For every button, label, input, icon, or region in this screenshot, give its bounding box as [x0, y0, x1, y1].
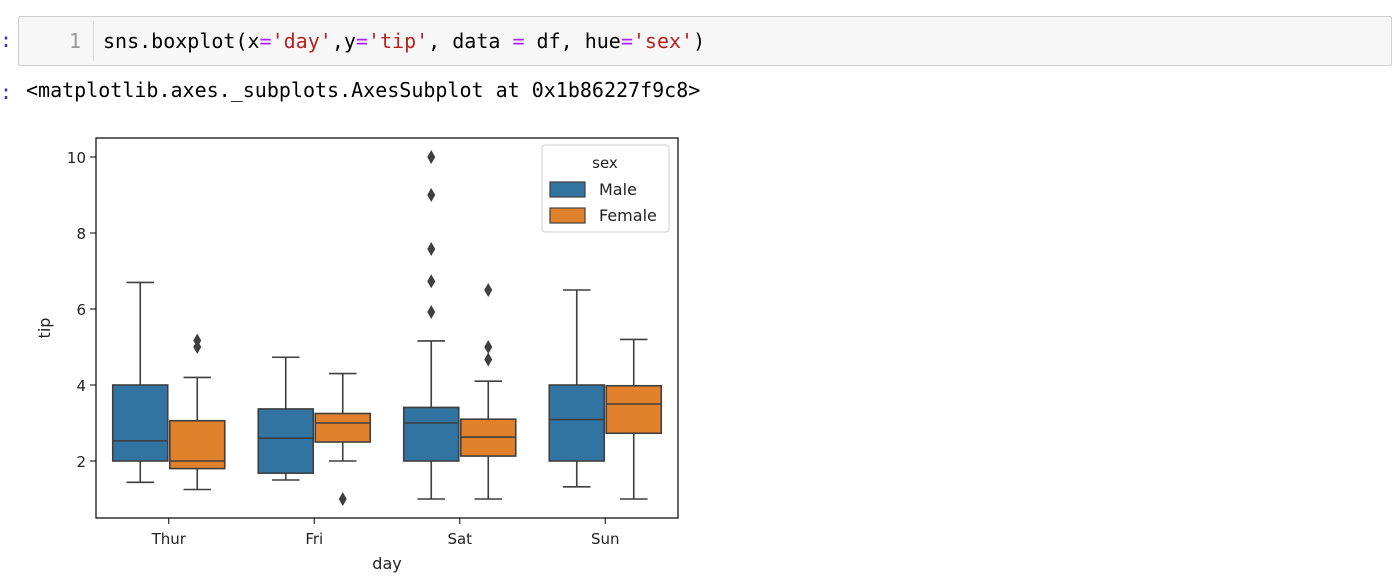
y-tick-label: 6 [76, 301, 86, 319]
code-token: = [355, 29, 368, 53]
outlier-point [193, 333, 202, 348]
box-female [605, 384, 663, 435]
code-token: 'day' [271, 29, 332, 53]
legend-label-female: Female [599, 206, 657, 225]
x-tick-label: Thur [151, 530, 187, 548]
x-tick-label: Sat [447, 530, 472, 548]
outlier-point [484, 340, 493, 354]
legend-swatch-female [549, 207, 586, 224]
legend-title: sex [592, 154, 618, 172]
box-male [548, 384, 606, 462]
outlier-point [427, 305, 436, 320]
outlier-point [484, 352, 493, 367]
x-tick-label: Fri [305, 530, 323, 548]
output-text: <matplotlib.axes._subplots.AxesSubplot a… [26, 78, 701, 102]
code-token: df, hue [524, 29, 621, 53]
legend-label-male: Male [599, 180, 637, 199]
outlier-point [427, 188, 436, 202]
outlier-point [427, 274, 436, 289]
legend-swatch-male [549, 181, 586, 198]
code-token: = [620, 29, 633, 53]
code-token: , data [428, 29, 513, 53]
code-token: 'tip' [367, 29, 429, 53]
outlier-point [484, 283, 493, 297]
y-tick-label: 8 [76, 225, 86, 243]
code-token: = [512, 29, 525, 53]
plot-frame [95, 137, 679, 519]
y-tick-label: 4 [76, 377, 86, 395]
code-line[interactable]: sns.boxplot(x='day',y='tip', data = df, … [103, 17, 705, 65]
line-number: 1 [68, 29, 81, 53]
x-tick-label: Sun [591, 530, 620, 548]
code-token: = [259, 29, 272, 53]
box-female [314, 412, 372, 443]
x-axis-label: day [372, 554, 401, 573]
y-tick-label: 10 [67, 149, 86, 167]
gutter-divider [93, 21, 94, 61]
box-male [257, 408, 315, 474]
code-token: ,y [331, 29, 356, 53]
code-cell[interactable]: 1 sns.boxplot(x='day',y='tip', data = df… [18, 16, 1392, 66]
boxplot-chart: 2 4 6 8 10 Thur Fri Sat Sun day tip sex Male Female [35, 137, 679, 573]
code-token: 'sex' [632, 29, 694, 53]
outlier-point [338, 492, 347, 506]
y-tick-label: 2 [76, 453, 86, 471]
box-male [111, 384, 169, 462]
outlier-point [427, 150, 436, 164]
y-axis-label: tip [35, 318, 54, 339]
code-token: sns.boxplot(x [103, 29, 260, 53]
code-token: ) [693, 29, 706, 53]
box-male [402, 406, 460, 462]
outlier-point [427, 241, 436, 256]
